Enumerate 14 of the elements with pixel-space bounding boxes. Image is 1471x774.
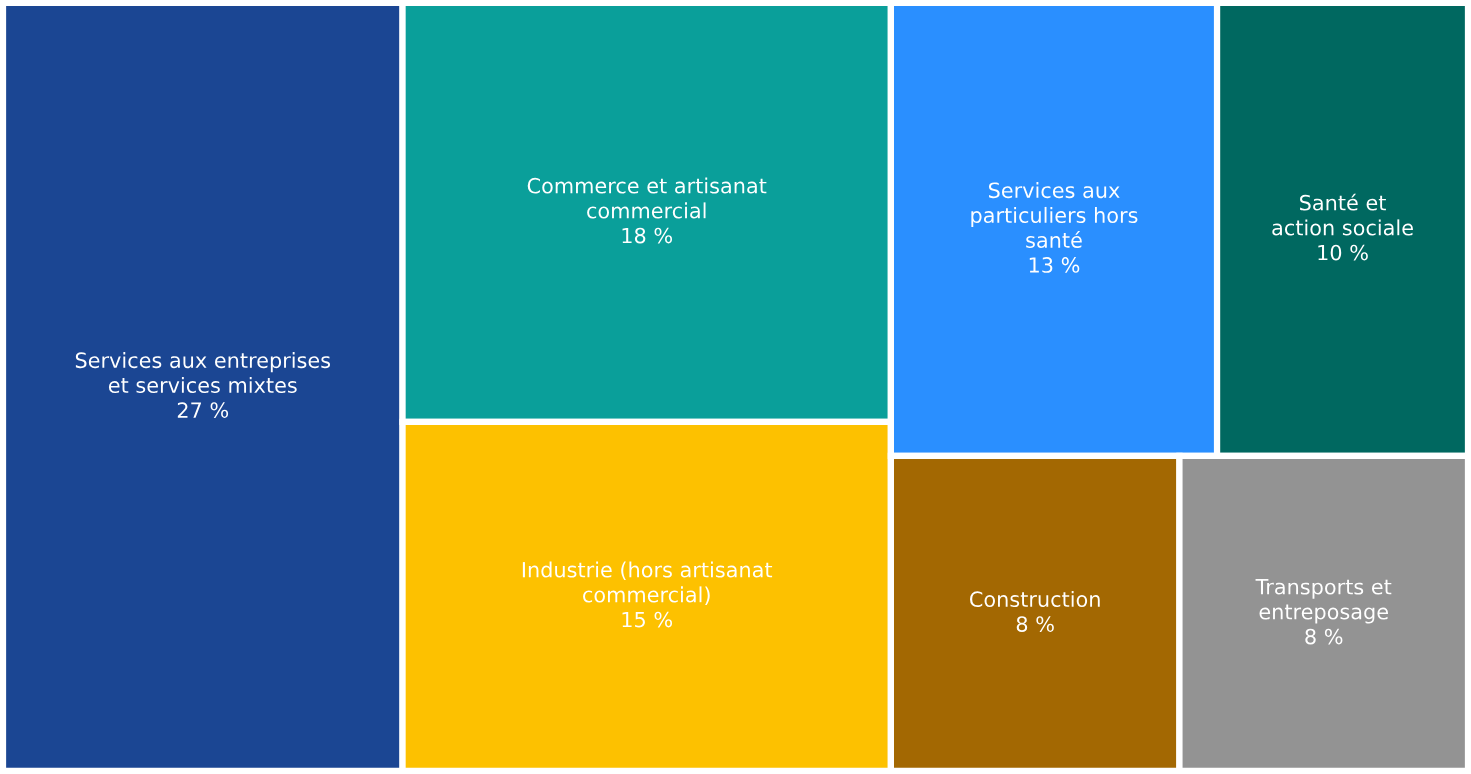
data-label: 27 % — [177, 402, 229, 418]
data-label: 15 % — [622, 611, 673, 628]
category-label: Santé et action sociale — [1272, 193, 1413, 236]
category-label: Services aux particuliers hors santé — [971, 182, 1138, 248]
category-label: Transports et entreposage — [1255, 579, 1392, 624]
category-label: Commerce et artisanat commercial — [527, 177, 767, 219]
data-label: 8 % — [1305, 628, 1343, 645]
data-label: 10 % — [1318, 244, 1368, 261]
data-label: 18 % — [622, 227, 673, 244]
category-label: Services aux entreprises et services mixtes — [75, 352, 331, 394]
data-label: 13 % — [1029, 257, 1080, 273]
data-label: 8 % — [1016, 616, 1054, 632]
category-label: Construction — [970, 590, 1100, 608]
category-label: Industrie (hors artisanat commercial) — [522, 561, 773, 605]
